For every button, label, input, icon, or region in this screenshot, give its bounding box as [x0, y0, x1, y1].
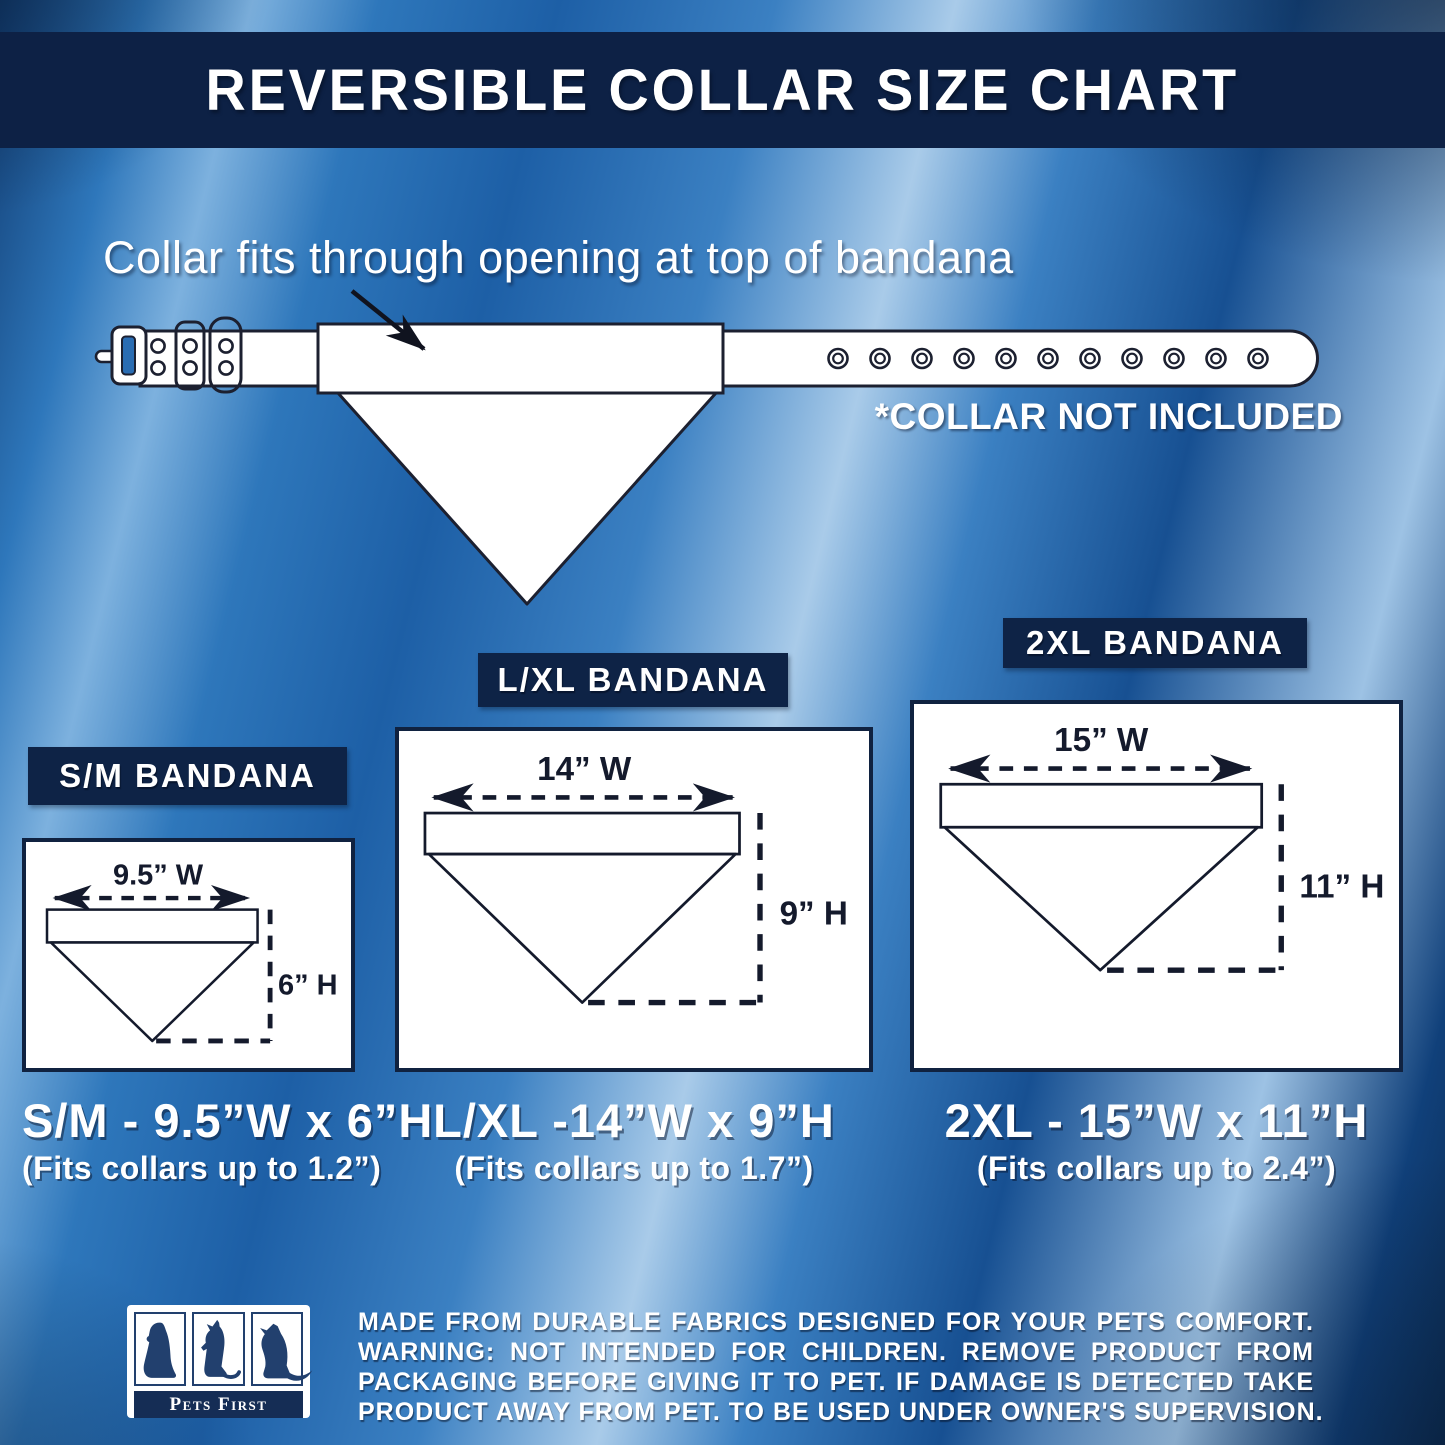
size-panel-sm: 9.5” W 6” H — [22, 838, 355, 1072]
size-panel-2xl: 15” W 11” H — [910, 700, 1403, 1072]
disclaimer-line: PACKAGING BEFORE GIVING IT TO PET. IF DA… — [358, 1368, 1314, 1396]
size-fits-lxl: (Fits collars up to 1.7”) — [454, 1150, 814, 1186]
size-diagram-sm: 9.5” W 6” H — [45, 859, 338, 1044]
bandana-band-outline — [45, 908, 259, 944]
height-dimension-label: 11” H — [1299, 869, 1384, 906]
size-diagram-lxl: 14” W 9” H — [423, 751, 848, 1006]
size-caption-sm: S/M - 9.5”W x 6”H — [22, 1094, 434, 1147]
size-fits-2xl: (Fits collars up to 2.4”) — [976, 1150, 1337, 1186]
bandana-triangle-outline — [427, 852, 737, 1004]
logo-square-1 — [134, 1312, 187, 1386]
disclaimer-text: MADE FROM DURABLE FABRICS DESIGNED FOR Y… — [358, 1307, 1324, 1427]
collar-keeper-ring — [208, 316, 243, 394]
size-panel-lxl: 14” W 9” H — [395, 727, 873, 1072]
collar-illustration — [94, 289, 1319, 606]
logo-animal-squares — [134, 1312, 312, 1386]
logo-wordmark-bar: Pets First — [134, 1391, 303, 1418]
begging-dog-icon — [201, 1319, 242, 1379]
size-label-lxl: L/XL BANDANA — [478, 653, 788, 707]
disclaimer-line: PRODUCT AWAY FROM PET. TO BE USED UNDER … — [358, 1398, 1324, 1426]
bandana-band-outline — [939, 782, 1264, 829]
logo-square-2 — [192, 1312, 245, 1386]
bandana-triangle-outline — [49, 941, 255, 1043]
width-dimension-label: 15” W — [1054, 722, 1149, 759]
header-band: REVERSIBLE COLLAR SIZE CHART — [0, 32, 1445, 148]
size-label-sm-text: S/M BANDANA — [59, 757, 316, 794]
size-label-lxl-text: L/XL BANDANA — [497, 661, 769, 698]
disclaimer-line: WARNING: NOT INTENDED FOR CHILDREN. REMO… — [358, 1338, 1314, 1366]
size-label-2xl: 2XL BANDANA — [1003, 618, 1307, 668]
bandana-band-outline — [423, 811, 741, 856]
size-label-sm: S/M BANDANA — [28, 747, 347, 805]
width-dimension-label: 9.5” W — [113, 859, 204, 891]
shepherd-dog-icon — [259, 1323, 312, 1381]
width-dimension-label: 14” W — [537, 751, 632, 788]
bandana-sleeve — [316, 322, 725, 395]
size-diagram-2xl: 15” W 11” H — [939, 722, 1384, 973]
page-title: REVERSIBLE COLLAR SIZE CHART — [205, 57, 1240, 123]
disclaimer-line: MADE FROM DURABLE FABRICS DESIGNED FOR Y… — [358, 1308, 1314, 1336]
size-caption-lxl: L/XL -14”W x 9”H — [433, 1094, 835, 1147]
bandana-triangle-outline — [943, 825, 1260, 972]
collar-strap-holes — [150, 338, 234, 376]
brand-wordmark: Pets First — [169, 1393, 268, 1415]
collar-instruction-text: Collar fits through opening at top of ba… — [103, 232, 1014, 283]
pets-first-logo: Pets First — [127, 1305, 312, 1418]
height-dimension-label: 6” H — [278, 970, 338, 1002]
collar-buckle — [94, 325, 148, 386]
height-dimension-label: 9” H — [780, 895, 848, 932]
size-fits-sm: (Fits collars up to 1.2”) — [22, 1150, 382, 1186]
sitting-dog-icon — [143, 1322, 177, 1378]
collar-not-included-note: *COLLAR NOT INCLUDED — [874, 396, 1343, 437]
size-label-2xl-text: 2XL BANDANA — [1026, 624, 1284, 661]
pointer-arrow — [350, 289, 426, 351]
collar-keeper-loop — [174, 320, 206, 391]
bandana-triangle — [336, 391, 718, 606]
logo-square-3 — [250, 1312, 312, 1386]
size-caption-2xl: 2XL - 15”W x 11”H — [944, 1094, 1369, 1147]
